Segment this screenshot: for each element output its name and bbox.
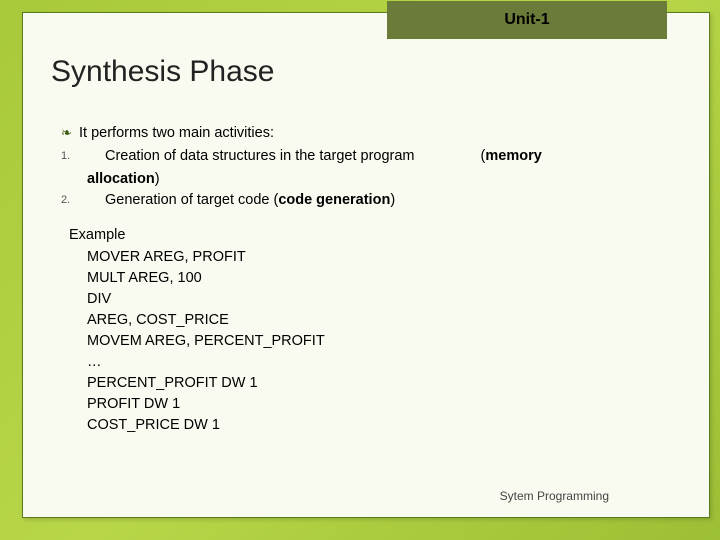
item2-texta: Generation of target code (code generati… [105, 192, 395, 208]
example-block: Example MOVER AREG, PROFIT MULT AREG, 10… [69, 225, 689, 436]
slide-frame: Unit-1 Synthesis Phase ❧ It performs two… [22, 12, 710, 518]
unit-header: Unit-1 [387, 1, 667, 39]
intro-text: It performs two main activities: [79, 123, 689, 144]
item2-bold: code generation [278, 192, 390, 208]
slide-title: Synthesis Phase [51, 55, 274, 89]
code-line: PROFIT DW 1 [69, 394, 689, 415]
example-label: Example [69, 225, 689, 246]
code-line: MULT AREG, 100 [69, 268, 689, 289]
item1-bold: memory [485, 148, 541, 164]
code-line: MOVEM AREG, PERCENT_PROFIT [69, 331, 689, 352]
code-line: COST_PRICE DW 1 [69, 415, 689, 436]
item1-close: ) [155, 171, 160, 187]
item2-close: ) [390, 192, 395, 208]
leaf-icon: ❧ [61, 123, 79, 143]
list-item: 1. Creation of data structures in the ta… [61, 146, 689, 167]
item-text: Generation of target code (code generati… [87, 190, 689, 211]
item-number: 2. [61, 190, 87, 209]
code-line: … [69, 352, 689, 373]
footer-text: Sytem Programming [500, 489, 609, 503]
item2-pre: Generation of target code ( [105, 192, 278, 208]
unit-text: Unit-1 [504, 11, 549, 29]
code-line: DIV [69, 289, 689, 310]
item1-paren: (memory [481, 146, 542, 167]
item-text: Creation of data structures in the targe… [87, 146, 689, 167]
code-line: AREG, COST_PRICE [69, 310, 689, 331]
item-number: 1. [61, 146, 87, 165]
item1-alloc: allocation [87, 171, 155, 187]
code-line: MOVER AREG, PROFIT [69, 247, 689, 268]
list-item: 2. Generation of target code (code gener… [61, 190, 689, 211]
item1-continuation: allocation) [61, 169, 689, 190]
item1-texta: Creation of data structures in the targe… [105, 148, 415, 164]
code-line: PERCENT_PROFIT DW 1 [69, 373, 689, 394]
intro-row: ❧ It performs two main activities: [61, 123, 689, 144]
content-area: ❧ It performs two main activities: 1. Cr… [61, 123, 689, 436]
